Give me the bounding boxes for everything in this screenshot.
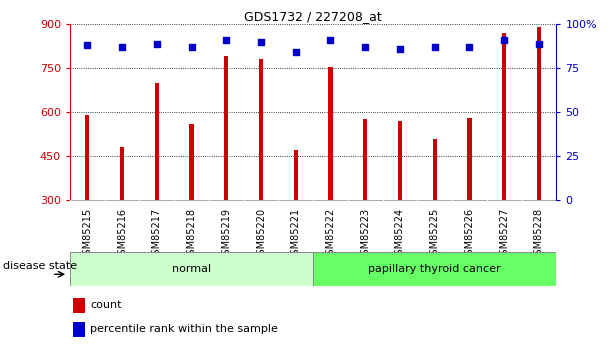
Bar <box>73 322 85 337</box>
Text: GSM85216: GSM85216 <box>117 208 127 261</box>
Bar <box>433 139 437 200</box>
Point <box>395 46 405 51</box>
Text: GSM85220: GSM85220 <box>256 208 266 261</box>
Text: count: count <box>91 300 122 310</box>
Bar <box>259 59 263 200</box>
Point <box>534 41 544 46</box>
Bar <box>328 67 333 200</box>
Point <box>256 39 266 45</box>
Bar <box>294 150 298 200</box>
Point <box>465 44 474 50</box>
Text: GSM85218: GSM85218 <box>187 208 196 261</box>
Text: papillary thyroid cancer: papillary thyroid cancer <box>368 264 501 274</box>
Bar <box>73 298 85 313</box>
Bar <box>190 124 193 200</box>
Text: disease state: disease state <box>3 261 77 270</box>
Bar <box>502 33 506 200</box>
Text: GSM85221: GSM85221 <box>291 208 301 261</box>
Point <box>291 50 300 55</box>
Point <box>499 37 509 43</box>
FancyBboxPatch shape <box>313 252 556 286</box>
Text: percentile rank within the sample: percentile rank within the sample <box>91 325 278 334</box>
Text: GSM85224: GSM85224 <box>395 208 405 261</box>
Point <box>361 44 370 50</box>
Bar <box>468 118 472 200</box>
Point <box>430 44 440 50</box>
Text: GSM85217: GSM85217 <box>152 208 162 261</box>
Point <box>83 42 92 48</box>
Bar <box>120 147 124 200</box>
Text: GSM85219: GSM85219 <box>221 208 231 261</box>
Bar <box>363 119 367 200</box>
Bar <box>85 115 89 200</box>
Bar <box>154 83 159 200</box>
Point <box>187 44 196 50</box>
Text: GSM85222: GSM85222 <box>325 208 336 261</box>
Bar <box>537 27 541 200</box>
Point <box>117 44 127 50</box>
Point <box>326 37 336 43</box>
Point <box>221 37 231 43</box>
Text: GSM85226: GSM85226 <box>465 208 474 261</box>
Text: GSM85225: GSM85225 <box>430 208 440 261</box>
Bar <box>398 121 402 200</box>
Bar <box>224 57 229 200</box>
Point <box>152 41 162 46</box>
FancyBboxPatch shape <box>70 252 313 286</box>
Text: GSM85227: GSM85227 <box>499 208 510 261</box>
Text: GSM85228: GSM85228 <box>534 208 544 261</box>
Title: GDS1732 / 227208_at: GDS1732 / 227208_at <box>244 10 382 23</box>
Text: GSM85215: GSM85215 <box>82 208 92 261</box>
Text: GSM85223: GSM85223 <box>360 208 370 261</box>
Text: normal: normal <box>172 264 211 274</box>
